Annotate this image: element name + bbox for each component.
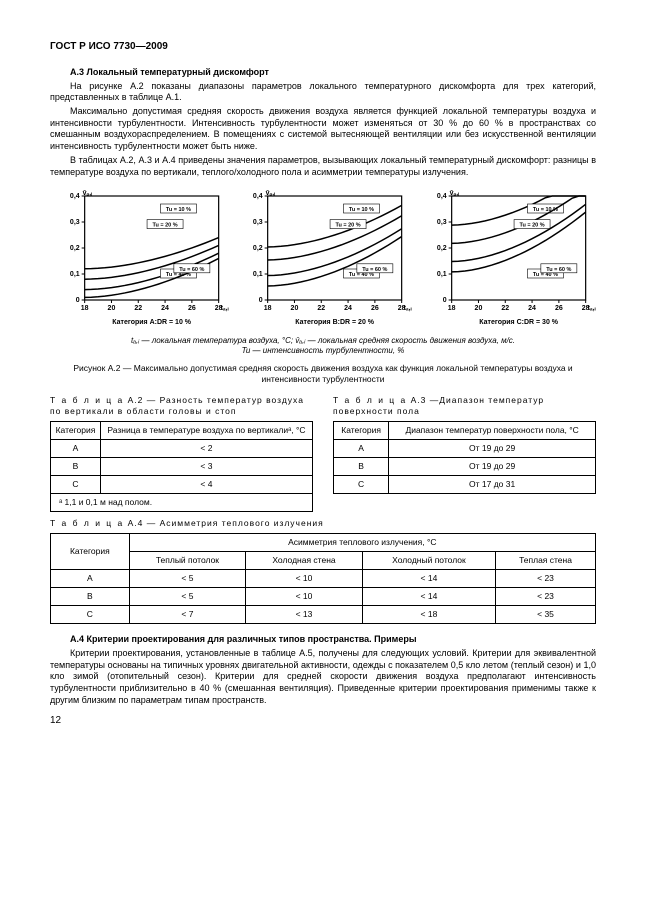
svg-text:0,4: 0,4 [437,193,447,200]
svg-text:Tu = 10 %: Tu = 10 % [349,207,374,213]
svg-text:0,2: 0,2 [437,245,447,252]
svg-text:20: 20 [108,305,116,312]
svg-text:22: 22 [501,305,509,312]
svg-text:Tu = 20 %: Tu = 20 % [519,223,544,229]
svg-text:0,1: 0,1 [70,271,80,278]
svg-text:24: 24 [344,305,352,312]
tableA2: КатегорияРазница в температуре воздуха п… [50,421,313,512]
table-row: A< 5< 10< 14< 23 [51,570,596,588]
svg-text:0,4: 0,4 [70,193,80,200]
svg-text:Tu = 10 %: Tu = 10 % [166,207,191,213]
svg-text:0,2: 0,2 [70,245,80,252]
svg-text:tₐ,ᵢ: tₐ,ᵢ [221,305,229,312]
tableA4: Категория Асимметрия теплового излучения… [50,533,596,624]
svg-text:Категория A:DR = 10 %: Категория A:DR = 10 % [112,319,191,326]
svg-text:0,2: 0,2 [253,245,263,252]
svg-text:20: 20 [291,305,299,312]
svg-text:0: 0 [442,297,446,304]
svg-text:26: 26 [371,305,379,312]
table-row: AОт 19 до 29 [334,439,596,457]
svg-text:0,4: 0,4 [253,193,263,200]
svg-text:20: 20 [474,305,482,312]
charts-row: 00,10,20,30,4182022242628v̄ₐ,ᵢtₐ,ᵢКатего… [50,188,596,332]
svg-text:Tu = 20 %: Tu = 20 % [336,223,361,229]
svg-text:18: 18 [447,305,455,312]
table-row: C< 7< 13< 18< 35 [51,606,596,624]
tableA3-title: Т а б л и ц а А.3 —Диапазон температур п… [333,395,596,417]
svg-text:18: 18 [81,305,89,312]
svg-text:v̄ₐ,ᵢ: v̄ₐ,ᵢ [266,190,276,198]
svg-text:26: 26 [188,305,196,312]
svg-text:0: 0 [76,297,80,304]
svg-text:24: 24 [161,305,169,312]
svg-text:0: 0 [259,297,263,304]
svg-text:0,1: 0,1 [253,271,263,278]
svg-text:0,1: 0,1 [437,271,447,278]
a3-title: А.3 Локальный температурный дискомфорт [50,67,596,79]
tableA3: КатегорияДиапазон температур поверхности… [333,421,596,494]
table-row: B< 3 [51,457,313,475]
svg-text:22: 22 [134,305,142,312]
svg-text:Tu = 60 %: Tu = 60 % [546,267,571,273]
table-row: A< 2 [51,439,313,457]
table-row: CОт 17 до 31 [334,475,596,493]
tableA4-title: Т а б л и ц а А.4 — Асимметрия теплового… [50,518,596,529]
a3-p1: На рисунке А.2 показаны диапазоны параме… [50,81,596,104]
figure-caption: Рисунок А.2 — Максимально допустимая сре… [50,363,596,385]
chart-legend: tₐ,ᵢ — локальная температура воздуха, °C… [50,336,596,357]
tableA2-title: Т а б л и ц а А.2 — Разность температур … [50,395,313,417]
chart-panel: 00,10,20,30,4182022242628v̄ₐ,ᵢtₐ,ᵢКатего… [233,188,412,332]
svg-text:Категория B:DR = 20 %: Категория B:DR = 20 % [296,319,375,326]
svg-text:0,3: 0,3 [253,219,263,226]
svg-text:Tu = 60 %: Tu = 60 % [363,267,388,273]
svg-text:0,3: 0,3 [70,219,80,226]
a4-title: А.4 Критерии проектирования для различны… [50,634,596,646]
svg-text:0,3: 0,3 [437,219,447,226]
svg-text:Tu = 60 %: Tu = 60 % [179,267,204,273]
svg-text:18: 18 [264,305,272,312]
svg-text:22: 22 [318,305,326,312]
svg-text:Категория C:DR = 30 %: Категория C:DR = 30 % [479,319,558,326]
svg-text:v̄ₐ,ᵢ: v̄ₐ,ᵢ [83,190,93,198]
table-row: B< 5< 10< 14< 23 [51,588,596,606]
a4-p1: Критерии проектирования, установленные в… [50,648,596,706]
table-row: BОт 19 до 29 [334,457,596,475]
chart-panel: 00,10,20,30,4182022242628v̄ₐ,ᵢtₐ,ᵢКатего… [50,188,229,332]
svg-text:tₐ,ᵢ: tₐ,ᵢ [587,305,595,312]
svg-text:v̄ₐ,ᵢ: v̄ₐ,ᵢ [449,190,459,198]
a3-p3: В таблицах А.2, А.3 и А.4 приведены знач… [50,155,596,178]
page-number: 12 [50,714,596,727]
chart-panel: 00,10,20,30,4182022242628v̄ₐ,ᵢtₐ,ᵢКатего… [417,188,596,332]
doc-header: ГОСТ Р ИСО 7730—2009 [50,40,596,53]
svg-text:26: 26 [555,305,563,312]
svg-text:24: 24 [528,305,536,312]
a3-p2: Максимально допустимая средняя скорость … [50,106,596,153]
table-row: C< 4 [51,475,313,493]
svg-text:tₐ,ᵢ: tₐ,ᵢ [404,305,412,312]
svg-text:Tu = 20 %: Tu = 20 % [153,223,178,229]
